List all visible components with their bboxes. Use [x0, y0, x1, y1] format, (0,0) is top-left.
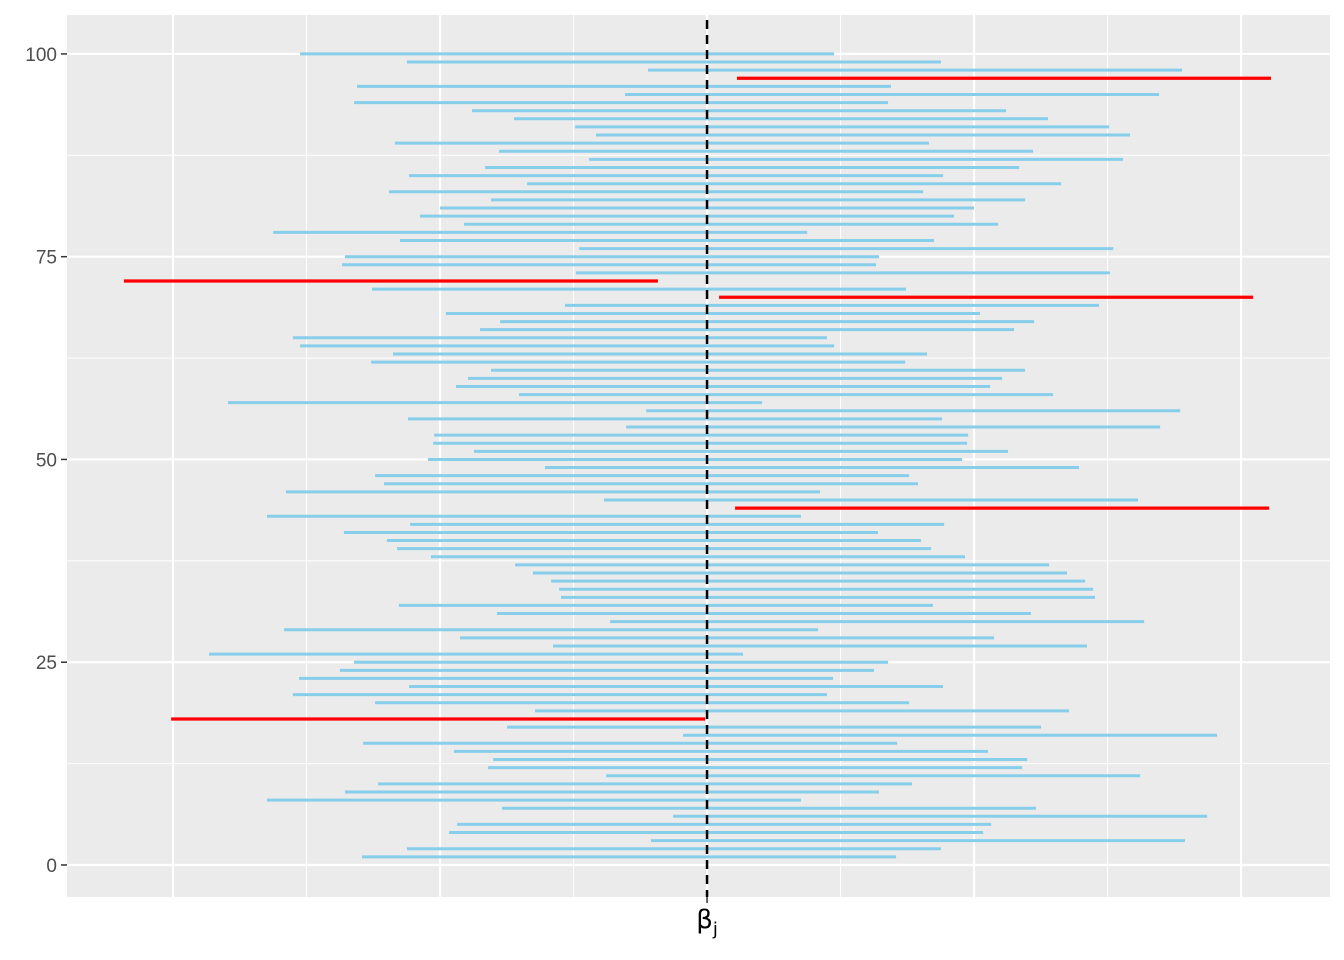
y-tick-label: 0: [46, 856, 57, 877]
minor-gridlines: [67, 15, 1330, 897]
y-tick-label: 25: [36, 653, 57, 674]
plot-panel: [67, 15, 1330, 897]
x-axis: βj: [696, 897, 718, 940]
x-tick-label-main: β: [696, 905, 713, 935]
y-tick-label: 100: [25, 45, 57, 66]
interval-segments: [123, 52, 1271, 859]
x-tick-label-subscript: j: [712, 919, 718, 940]
x-tick-label-beta-j: βj: [696, 905, 718, 940]
y-axis: 0 25 50 75 100: [25, 45, 67, 877]
y-tick-label: 50: [36, 450, 57, 471]
y-tick-label: 75: [36, 248, 57, 269]
